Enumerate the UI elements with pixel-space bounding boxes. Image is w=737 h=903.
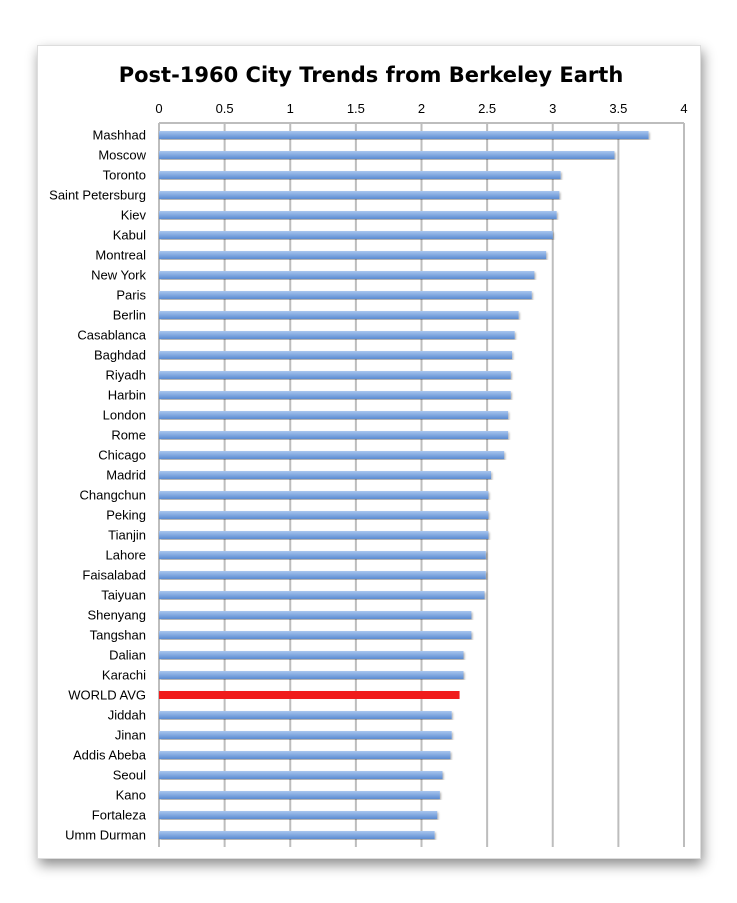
bar	[159, 651, 464, 659]
bar	[159, 791, 440, 799]
category-label: Jinan	[115, 728, 146, 743]
bar	[159, 171, 561, 179]
bar	[159, 311, 519, 319]
category-label: Faisalabad	[82, 568, 146, 583]
x-tick-label: 1.5	[347, 101, 365, 116]
category-label: Kano	[116, 788, 146, 803]
bar	[159, 271, 535, 279]
bar	[159, 451, 505, 459]
category-label: Taiyuan	[101, 588, 146, 603]
category-label: Casablanca	[77, 328, 146, 343]
bar	[159, 551, 486, 559]
category-label: Paris	[116, 288, 146, 303]
bar	[159, 711, 452, 719]
x-tick-label: 4	[680, 101, 687, 116]
x-tick-label: 0	[155, 101, 162, 116]
category-label: Mashhad	[93, 128, 146, 143]
category-label: Madrid	[106, 468, 146, 483]
x-tick-label: 3.5	[609, 101, 627, 116]
category-label: Chicago	[98, 448, 146, 463]
category-label: Berlin	[113, 308, 146, 323]
bar-world-avg	[159, 691, 460, 699]
bar	[159, 251, 547, 259]
bar	[159, 371, 511, 379]
bar	[159, 631, 472, 639]
category-label: London	[103, 408, 146, 423]
category-label: Dalian	[109, 648, 146, 663]
category-label: Seoul	[113, 768, 146, 783]
x-tick-label: 3	[549, 101, 556, 116]
bar	[159, 291, 532, 299]
bar	[159, 491, 489, 499]
category-label: Jiddah	[108, 708, 146, 723]
category-label: Saint Petersburg	[49, 188, 146, 203]
bar	[159, 531, 489, 539]
bar	[159, 131, 649, 139]
bar	[159, 611, 472, 619]
category-label: Shenyang	[87, 608, 146, 623]
bar	[159, 211, 557, 219]
category-label: Tianjin	[108, 528, 146, 543]
category-label: Fortaleza	[92, 808, 147, 823]
category-label: Lahore	[106, 548, 146, 563]
category-label: Umm Durman	[65, 828, 146, 843]
bar	[159, 771, 443, 779]
category-label: Toronto	[103, 168, 146, 183]
category-label: Kabul	[113, 228, 146, 243]
bar	[159, 431, 509, 439]
category-label: Tangshan	[90, 628, 146, 643]
category-label: Changchun	[80, 488, 147, 503]
bar	[159, 191, 560, 199]
category-label: Harbin	[108, 388, 146, 403]
category-label: Rome	[111, 428, 146, 443]
chart-title: Post-1960 City Trends from Berkeley Eart…	[119, 63, 624, 87]
category-label: Peking	[106, 508, 146, 523]
bar	[159, 151, 615, 159]
bar	[159, 331, 515, 339]
bar	[159, 511, 489, 519]
bar-chart: Post-1960 City Trends from Berkeley Eart…	[49, 63, 688, 847]
category-label: Riyadh	[106, 368, 146, 383]
bar	[159, 671, 464, 679]
bar	[159, 471, 492, 479]
bar	[159, 411, 509, 419]
category-label: Karachi	[102, 668, 146, 683]
x-tick-label: 1	[287, 101, 294, 116]
bar	[159, 811, 438, 819]
category-label: Montreal	[95, 248, 146, 263]
x-tick-label: 0.5	[216, 101, 234, 116]
bar	[159, 351, 513, 359]
category-label: Moscow	[98, 148, 146, 163]
x-tick-label: 2.5	[478, 101, 496, 116]
bar	[159, 231, 553, 239]
x-tick-label: 2	[418, 101, 425, 116]
bar	[159, 571, 486, 579]
bar	[159, 391, 511, 399]
bar	[159, 751, 451, 759]
bar	[159, 731, 452, 739]
bar	[159, 831, 435, 839]
category-label: WORLD AVG	[68, 688, 146, 703]
category-label: Addis Abeba	[73, 748, 147, 763]
category-label: Baghdad	[94, 348, 146, 363]
bar	[159, 591, 485, 599]
chart-card: Post-1960 City Trends from Berkeley Eart…	[37, 45, 701, 859]
category-label: Kiev	[121, 208, 147, 223]
category-label: New York	[91, 268, 146, 283]
